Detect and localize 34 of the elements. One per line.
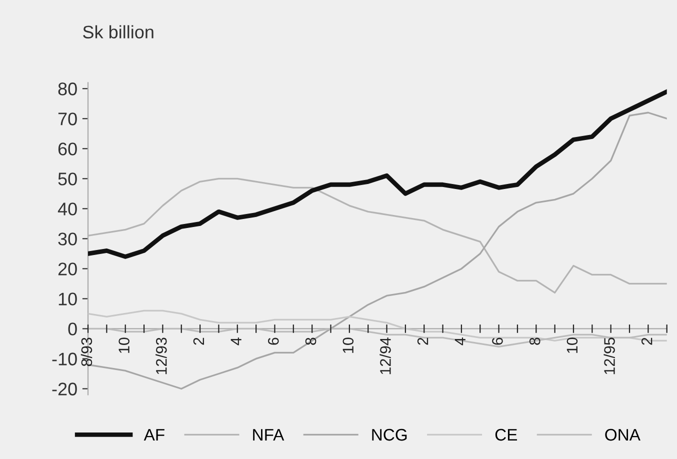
y-tick-label: 80 (58, 82, 77, 96)
x-tick-label: 2 (641, 338, 652, 345)
y-tick-label: 60 (58, 142, 77, 156)
x-tick-label: 2 (193, 338, 204, 345)
legend-label: CE (495, 428, 517, 441)
x-tick-label: 12/93 (156, 338, 167, 374)
y-tick-label: 0 (68, 322, 77, 336)
x-tick-label: 8 (305, 338, 316, 345)
y-tick-label: 20 (58, 262, 77, 276)
x-tick-label: 6 (268, 338, 279, 345)
y-tick-label: 30 (58, 232, 77, 246)
x-tick-label: 4 (230, 337, 242, 346)
x-tick-label: 4 (454, 337, 466, 346)
legend-label: NCG (372, 428, 407, 441)
x-tick-label: 12/95 (604, 338, 615, 374)
x-tick-label: 10 (342, 338, 354, 353)
x-tick-label: 6 (492, 338, 503, 345)
x-tick-label: 10 (118, 338, 130, 353)
x-tick-label: 8 (529, 338, 540, 345)
x-tick-label: 2 (417, 338, 428, 345)
y-tick-label: 50 (58, 172, 77, 186)
legend-label: ONA (605, 428, 640, 441)
y-axis-title: Sk billion (83, 25, 154, 38)
y-tick-label: 40 (58, 202, 77, 216)
x-tick-label: 8/93 (80, 338, 92, 366)
y-tick-label: -20 (52, 382, 77, 396)
y-tick-label: 10 (58, 292, 77, 306)
legend-label: AF (144, 429, 164, 441)
y-tick-label: -10 (52, 352, 77, 366)
line-series (88, 89, 667, 259)
x-tick-label: 12/94 (380, 337, 391, 374)
legend-label: NFA (253, 429, 284, 441)
y-tick-label: 70 (58, 112, 77, 126)
x-tick-label: 10 (566, 338, 578, 353)
